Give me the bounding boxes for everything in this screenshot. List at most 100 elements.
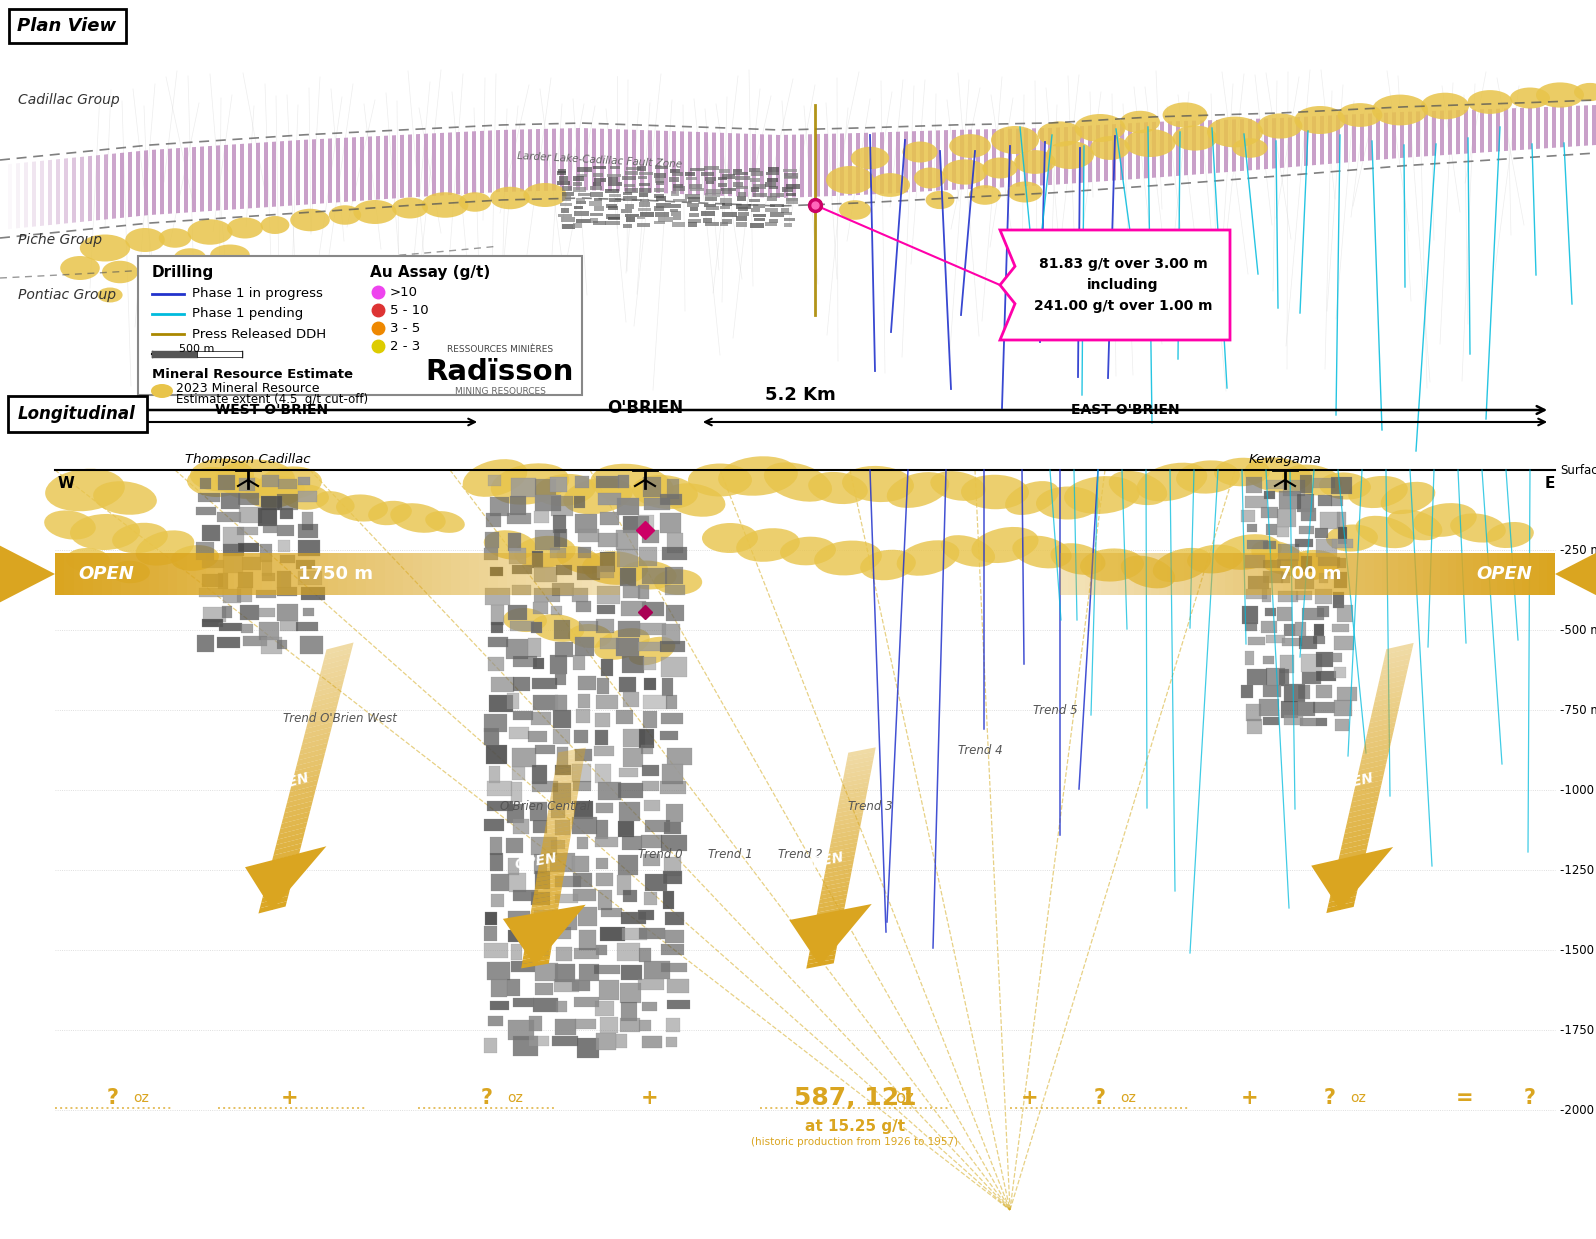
Bar xyxy=(672,172,683,176)
Polygon shape xyxy=(1088,125,1092,182)
Bar xyxy=(413,553,423,595)
Bar xyxy=(594,173,603,177)
Polygon shape xyxy=(993,129,996,188)
Bar xyxy=(278,603,298,621)
Ellipse shape xyxy=(568,624,611,648)
Polygon shape xyxy=(552,782,579,792)
Polygon shape xyxy=(1041,128,1044,186)
Polygon shape xyxy=(835,812,863,821)
Bar xyxy=(223,589,241,603)
Bar xyxy=(259,622,279,641)
Bar xyxy=(557,747,568,767)
Ellipse shape xyxy=(1012,535,1071,569)
Polygon shape xyxy=(297,753,326,766)
Bar xyxy=(525,553,535,595)
Bar xyxy=(1262,685,1282,698)
Ellipse shape xyxy=(991,126,1039,154)
Bar xyxy=(720,206,729,209)
Bar xyxy=(737,207,749,211)
Polygon shape xyxy=(1555,545,1596,602)
Bar xyxy=(666,1018,680,1032)
Polygon shape xyxy=(207,146,212,211)
Ellipse shape xyxy=(490,463,570,504)
Ellipse shape xyxy=(490,187,530,209)
Bar xyxy=(595,1001,614,1016)
Ellipse shape xyxy=(1355,515,1414,548)
Ellipse shape xyxy=(983,157,1018,178)
Bar xyxy=(666,1037,677,1047)
Polygon shape xyxy=(1337,854,1366,866)
Bar xyxy=(606,214,619,219)
Polygon shape xyxy=(1342,833,1371,845)
Bar xyxy=(666,804,683,821)
Text: Cadillac Group: Cadillac Group xyxy=(18,93,120,107)
Bar xyxy=(661,731,678,740)
Polygon shape xyxy=(846,756,875,766)
Bar xyxy=(591,186,602,190)
Polygon shape xyxy=(822,881,849,891)
Bar xyxy=(622,586,640,598)
Bar xyxy=(1246,477,1262,493)
Polygon shape xyxy=(385,135,388,199)
Ellipse shape xyxy=(1120,110,1160,134)
Polygon shape xyxy=(830,838,859,847)
Polygon shape xyxy=(576,128,579,190)
Bar xyxy=(638,1020,651,1031)
Polygon shape xyxy=(281,812,310,824)
Polygon shape xyxy=(549,795,578,804)
Bar xyxy=(303,608,314,616)
Ellipse shape xyxy=(814,540,883,575)
Bar xyxy=(1261,507,1278,518)
Polygon shape xyxy=(1329,886,1358,897)
Polygon shape xyxy=(262,891,289,903)
Polygon shape xyxy=(776,135,780,198)
Polygon shape xyxy=(523,942,552,952)
Polygon shape xyxy=(192,147,196,212)
Polygon shape xyxy=(712,133,717,196)
Bar xyxy=(1085,553,1093,595)
Ellipse shape xyxy=(736,528,800,561)
Bar xyxy=(1337,686,1357,701)
Polygon shape xyxy=(246,846,327,909)
Polygon shape xyxy=(1373,695,1401,707)
Bar xyxy=(551,606,562,615)
Ellipse shape xyxy=(1215,457,1270,486)
Bar xyxy=(555,764,571,776)
Bar xyxy=(508,930,527,942)
Bar xyxy=(1307,553,1315,595)
Bar xyxy=(1547,553,1555,595)
Polygon shape xyxy=(871,133,876,195)
Bar xyxy=(666,567,683,584)
Polygon shape xyxy=(648,130,653,192)
Bar xyxy=(1318,572,1328,584)
Polygon shape xyxy=(825,864,854,873)
Bar xyxy=(573,655,586,670)
Bar xyxy=(642,530,659,543)
Polygon shape xyxy=(268,865,297,876)
Polygon shape xyxy=(812,924,841,934)
FancyBboxPatch shape xyxy=(137,256,583,395)
Bar xyxy=(643,711,658,729)
Bar xyxy=(479,553,488,595)
Bar xyxy=(737,212,749,216)
Text: 500 m: 500 m xyxy=(179,344,215,354)
Polygon shape xyxy=(1487,109,1492,152)
Bar xyxy=(200,589,223,597)
Bar xyxy=(606,204,618,208)
Bar xyxy=(662,764,683,784)
Polygon shape xyxy=(927,130,932,191)
Ellipse shape xyxy=(70,514,140,550)
Bar xyxy=(1382,553,1390,595)
Bar xyxy=(1341,553,1349,595)
Bar xyxy=(688,222,697,227)
Ellipse shape xyxy=(1045,141,1093,169)
Bar xyxy=(638,948,651,961)
Ellipse shape xyxy=(718,456,798,496)
Bar xyxy=(645,800,661,812)
Bar xyxy=(1301,475,1312,493)
Ellipse shape xyxy=(187,467,243,497)
Bar xyxy=(664,857,681,876)
Polygon shape xyxy=(546,817,575,826)
Bar xyxy=(662,546,686,560)
Polygon shape xyxy=(311,695,340,707)
